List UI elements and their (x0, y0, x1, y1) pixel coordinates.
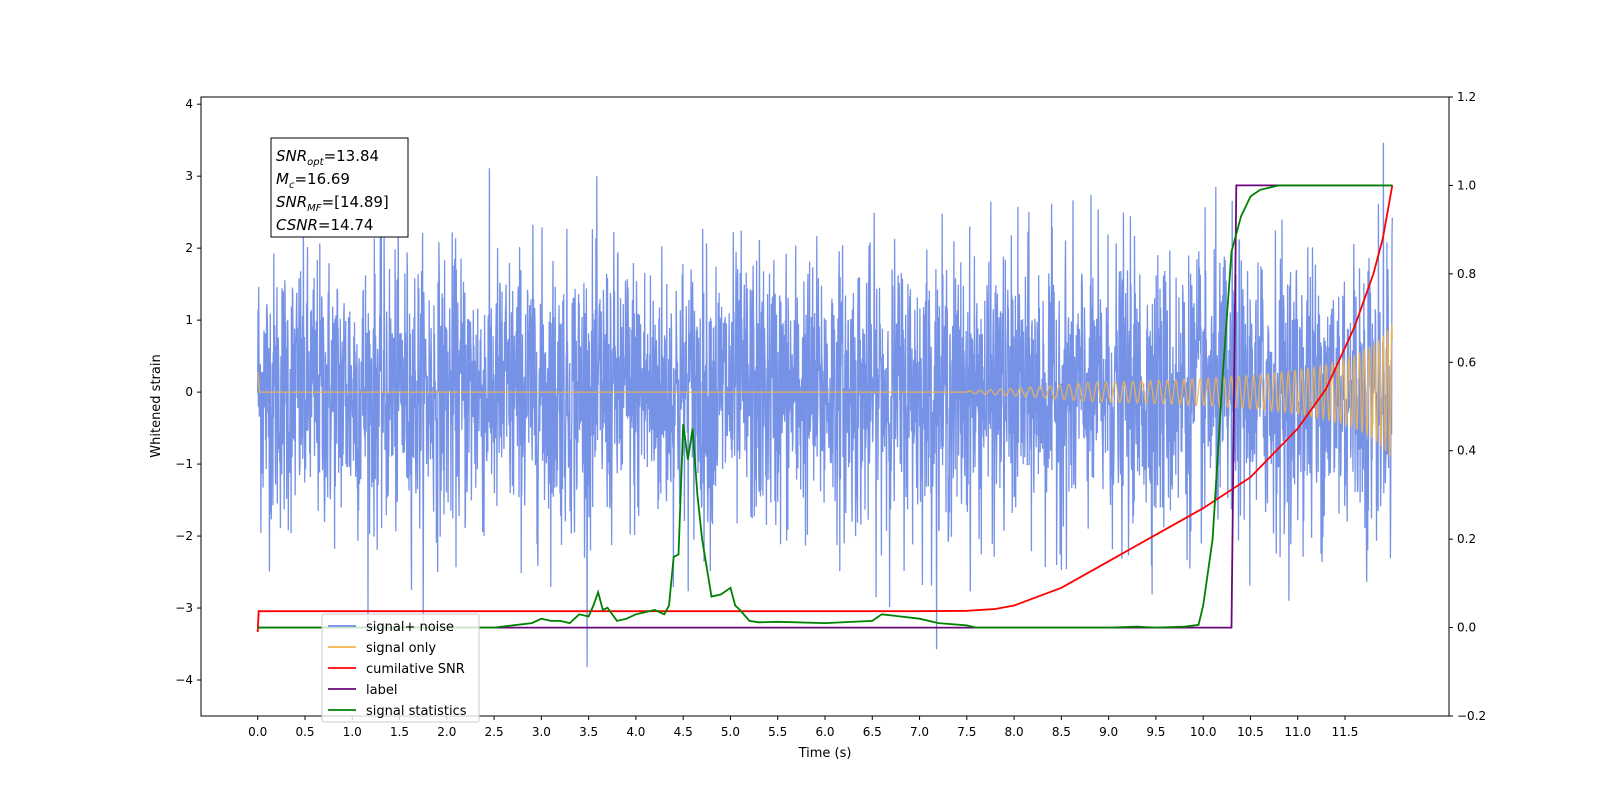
y2-tick-label: 0.8 (1457, 267, 1476, 281)
y-tick-label: −1 (175, 457, 193, 471)
x-tick-label: 0.5 (295, 725, 314, 739)
legend-label: signal+ noise (366, 620, 454, 635)
annotation-line: CSNR=14.74 (276, 216, 373, 234)
series-cumulative-snr (256, 185, 1394, 633)
legend-label: signal only (366, 641, 436, 656)
x-tick-label: 2.5 (485, 725, 504, 739)
series-layer (256, 142, 1394, 668)
x-tick-label: 4.0 (626, 725, 645, 739)
series-signal-noise (257, 142, 1393, 668)
legend: signal+ noise signal only cumilative SNR la… (321, 613, 480, 723)
y2-tick-label: 0.2 (1457, 532, 1476, 546)
y-tick-label: 1 (185, 313, 193, 327)
y2-tick-label: 1.2 (1457, 90, 1476, 104)
x-tick-label: 3.5 (579, 725, 598, 739)
annotation-line: Mc=16.69 (276, 170, 350, 191)
x-tick-label: 1.0 (343, 725, 362, 739)
y-tick-label: −2 (175, 529, 193, 543)
x-tick-label: 10.0 (1190, 725, 1217, 739)
y-tick-label: 0 (185, 385, 193, 399)
x-axis: 0.0 0.5 1.0 1.5 2.0 2.5 3.0 3.5 4.0 4.5 5.0 5.5 6.0 6… (248, 716, 1358, 739)
x-tick-label: 6.5 (863, 725, 882, 739)
annotation-line: SNRMF=[14.89] (276, 193, 389, 214)
x-tick-label: 9.5 (1146, 725, 1165, 739)
y-axis-right: −0.2 0.0 0.2 0.4 0.6 0.8 1.0 1.2 (1449, 90, 1486, 723)
series-signal-statistics (257, 184, 1393, 629)
y2-tick-label: −0.2 (1457, 709, 1486, 723)
legend-label: signal statistics (366, 704, 467, 719)
x-tick-label: 8.5 (1052, 725, 1071, 739)
y-axis-label: Whitened strain (149, 354, 164, 457)
x-tick-label: 4.5 (674, 725, 693, 739)
y2-tick-label: 0.0 (1457, 621, 1476, 635)
x-tick-label: 7.5 (957, 725, 976, 739)
legend-label: cumilative SNR (366, 662, 465, 677)
x-tick-label: 3.0 (532, 725, 551, 739)
y-tick-label: 4 (185, 97, 193, 111)
y-tick-label: −3 (175, 601, 193, 615)
x-tick-label: 10.5 (1237, 725, 1264, 739)
x-tick-label: 11.5 (1332, 725, 1359, 739)
y2-tick-label: 0.4 (1457, 444, 1476, 458)
annotation-line: SNRopt=13.84 (276, 147, 379, 168)
y-tick-label: 2 (185, 241, 193, 255)
series-signal-only (257, 324, 1393, 457)
y2-tick-label: 1.0 (1457, 178, 1476, 192)
y-axis-left: −4 −3 −2 −1 0 1 2 3 4 (175, 97, 201, 687)
x-tick-label: 11.0 (1284, 725, 1311, 739)
x-tick-label: 8.0 (1005, 725, 1024, 739)
y2-tick-label: 0.6 (1457, 355, 1476, 369)
x-tick-label: 0.0 (248, 725, 267, 739)
x-tick-label: 9.0 (1099, 725, 1118, 739)
legend-frame (321, 613, 480, 723)
x-axis-label: Time (s) (798, 746, 852, 761)
x-tick-label: 6.0 (815, 725, 834, 739)
x-tick-label: 7.0 (910, 725, 929, 739)
x-tick-label: 5.5 (768, 725, 787, 739)
legend-label: label (366, 683, 397, 698)
y-tick-label: 3 (185, 169, 193, 183)
x-tick-label: 1.5 (390, 725, 409, 739)
y-tick-label: −4 (175, 673, 193, 687)
x-tick-label: 2.0 (437, 725, 456, 739)
x-tick-label: 5.0 (721, 725, 740, 739)
annotation-frame (270, 137, 409, 238)
